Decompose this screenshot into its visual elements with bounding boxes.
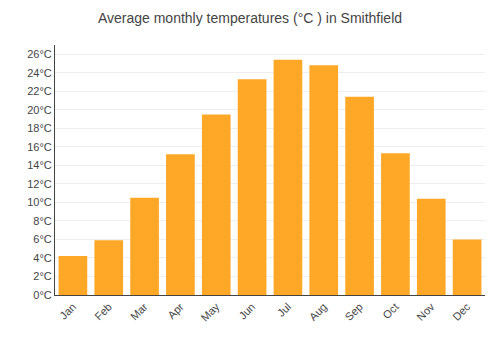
svg-text:Jan: Jan	[57, 301, 78, 322]
svg-text:16°C: 16°C	[27, 141, 52, 153]
svg-text:0°C: 0°C	[33, 289, 52, 301]
svg-text:14°C: 14°C	[27, 159, 52, 171]
svg-text:10°C: 10°C	[27, 196, 52, 208]
svg-text:26°C: 26°C	[27, 48, 52, 60]
svg-text:8°C: 8°C	[33, 215, 52, 227]
svg-text:Apr: Apr	[165, 300, 186, 321]
svg-text:12°C: 12°C	[27, 178, 52, 190]
svg-text:Feb: Feb	[92, 301, 114, 323]
svg-text:Jul: Jul	[275, 301, 293, 319]
svg-text:Nov: Nov	[414, 300, 437, 323]
svg-text:22°C: 22°C	[27, 85, 52, 97]
svg-text:Sep: Sep	[343, 301, 365, 323]
svg-text:18°C: 18°C	[27, 122, 52, 134]
svg-text:Mar: Mar	[128, 300, 150, 322]
svg-text:Aug: Aug	[307, 301, 329, 323]
svg-text:Oct: Oct	[380, 301, 401, 322]
svg-text:2°C: 2°C	[33, 270, 52, 282]
svg-text:6°C: 6°C	[33, 233, 52, 245]
svg-text:Average monthly temperatures (: Average monthly temperatures (°C ) in Sm…	[98, 10, 402, 26]
svg-text:24°C: 24°C	[27, 67, 52, 79]
svg-text:Jun: Jun	[236, 301, 257, 322]
svg-text:4°C: 4°C	[33, 252, 52, 264]
svg-text:Dec: Dec	[450, 300, 473, 323]
svg-text:May: May	[198, 300, 222, 324]
svg-text:20°C: 20°C	[27, 104, 52, 116]
